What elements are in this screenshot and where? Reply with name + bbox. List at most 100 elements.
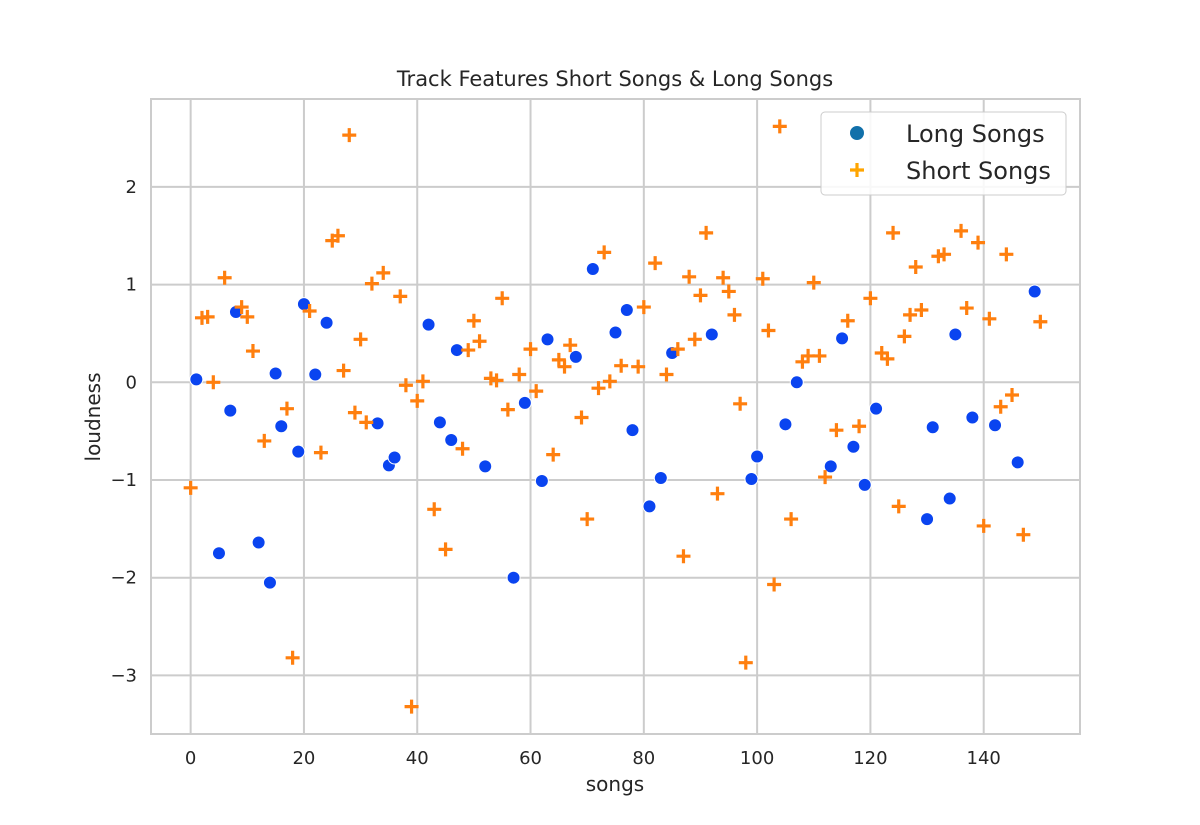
long-songs-point xyxy=(540,332,555,347)
x-tick-label: 140 xyxy=(967,748,1001,769)
short-songs-point xyxy=(863,291,878,306)
y-tick-label: 0 xyxy=(126,372,137,393)
short-songs-point xyxy=(410,393,425,408)
long-songs-point xyxy=(534,473,549,488)
y-tick-label: 1 xyxy=(126,275,137,296)
long-songs-point xyxy=(925,420,940,435)
short-songs-point xyxy=(217,270,232,285)
long-songs-point xyxy=(789,375,804,390)
short-songs-point xyxy=(523,342,538,357)
short-songs-point xyxy=(257,433,272,448)
short-songs-point xyxy=(971,235,986,250)
short-songs-point xyxy=(364,276,379,291)
long-songs-point xyxy=(835,331,850,346)
short-songs-point xyxy=(285,650,300,665)
short-songs-point xyxy=(880,351,895,366)
short-songs-point xyxy=(602,374,617,389)
short-songs-point xyxy=(591,381,606,396)
short-songs-point xyxy=(597,245,612,260)
x-tick-label: 40 xyxy=(406,748,429,769)
short-songs-point xyxy=(574,410,589,425)
short-songs-point xyxy=(682,269,697,284)
short-songs-point xyxy=(716,270,731,285)
short-songs-point xyxy=(1016,527,1031,542)
short-songs-point xyxy=(806,275,821,290)
long-songs-point xyxy=(778,417,793,432)
y-tick-label: −3 xyxy=(110,665,137,686)
y-tick-labels: −3 −2 −1 0 1 2 xyxy=(110,177,137,686)
short-songs-point xyxy=(829,423,844,438)
short-songs-point xyxy=(818,470,833,485)
long-songs-point xyxy=(444,432,459,447)
short-songs-point xyxy=(914,303,929,318)
short-songs-point xyxy=(670,342,685,357)
long-songs-point xyxy=(517,395,532,410)
short-songs-point xyxy=(404,699,419,714)
short-songs-point xyxy=(183,480,198,495)
short-songs-point xyxy=(772,119,787,134)
short-songs-point xyxy=(886,225,901,240)
long-songs-point xyxy=(948,327,963,342)
legend-label-short-songs: Short Songs xyxy=(906,157,1051,185)
short-songs-point xyxy=(891,499,906,514)
short-songs-point xyxy=(993,399,1008,414)
short-songs-point xyxy=(852,419,867,434)
short-songs-point xyxy=(472,334,487,349)
legend-marker-short-songs xyxy=(850,163,864,177)
short-songs-point xyxy=(353,332,368,347)
short-songs-point xyxy=(1033,314,1048,329)
short-songs-point xyxy=(908,260,923,275)
long-songs-point xyxy=(568,349,583,364)
x-axis-label: songs xyxy=(586,772,644,796)
short-songs-point xyxy=(398,378,413,393)
short-songs-point xyxy=(512,367,527,382)
short-songs-point xyxy=(721,284,736,299)
grid-lines xyxy=(151,99,1080,734)
long-songs-point xyxy=(432,415,447,430)
short-songs-point xyxy=(466,313,481,328)
long-songs-point xyxy=(211,546,226,561)
short-songs-point xyxy=(393,289,408,304)
short-songs-point xyxy=(427,502,442,517)
short-songs-point xyxy=(982,311,997,326)
long-songs-point xyxy=(642,499,657,514)
short-songs-point xyxy=(495,291,510,306)
short-songs-point xyxy=(234,300,249,315)
long-songs-point xyxy=(608,325,623,340)
y-tick-label: −1 xyxy=(110,470,137,491)
short-songs-point xyxy=(676,549,691,564)
short-songs-point xyxy=(438,542,453,557)
long-songs-point xyxy=(988,418,1003,433)
short-songs-point xyxy=(755,271,770,286)
long-songs-point xyxy=(750,449,765,464)
long-songs-point xyxy=(619,303,634,318)
x-tick-label: 60 xyxy=(519,748,542,769)
long-songs-point xyxy=(189,372,204,387)
short-songs-point xyxy=(687,332,702,347)
short-songs-point xyxy=(313,445,328,460)
short-songs-point xyxy=(659,367,674,382)
long-songs-point xyxy=(308,367,323,382)
short-songs-point xyxy=(631,359,646,374)
short-songs-point xyxy=(359,415,374,430)
short-songs-point xyxy=(489,373,504,388)
long-songs-point xyxy=(704,327,719,342)
long-songs-point xyxy=(942,491,957,506)
short-songs-point xyxy=(415,374,430,389)
x-tick-label: 80 xyxy=(632,748,655,769)
short-songs-point xyxy=(557,359,572,374)
short-songs-point xyxy=(302,303,317,318)
y-axis-label: loudness xyxy=(81,373,105,462)
long-songs-point xyxy=(823,459,838,474)
short-songs-point xyxy=(330,228,345,243)
long-songs-point xyxy=(387,450,402,465)
legend-box xyxy=(820,111,1067,196)
long-songs-point xyxy=(319,315,334,330)
short-songs-point xyxy=(693,288,708,303)
short-songs-point xyxy=(206,375,221,390)
long-songs-point xyxy=(291,444,306,459)
legend-marker-long-songs xyxy=(850,126,864,140)
short-songs-point xyxy=(738,655,753,670)
y-tick-label: −2 xyxy=(110,568,137,589)
